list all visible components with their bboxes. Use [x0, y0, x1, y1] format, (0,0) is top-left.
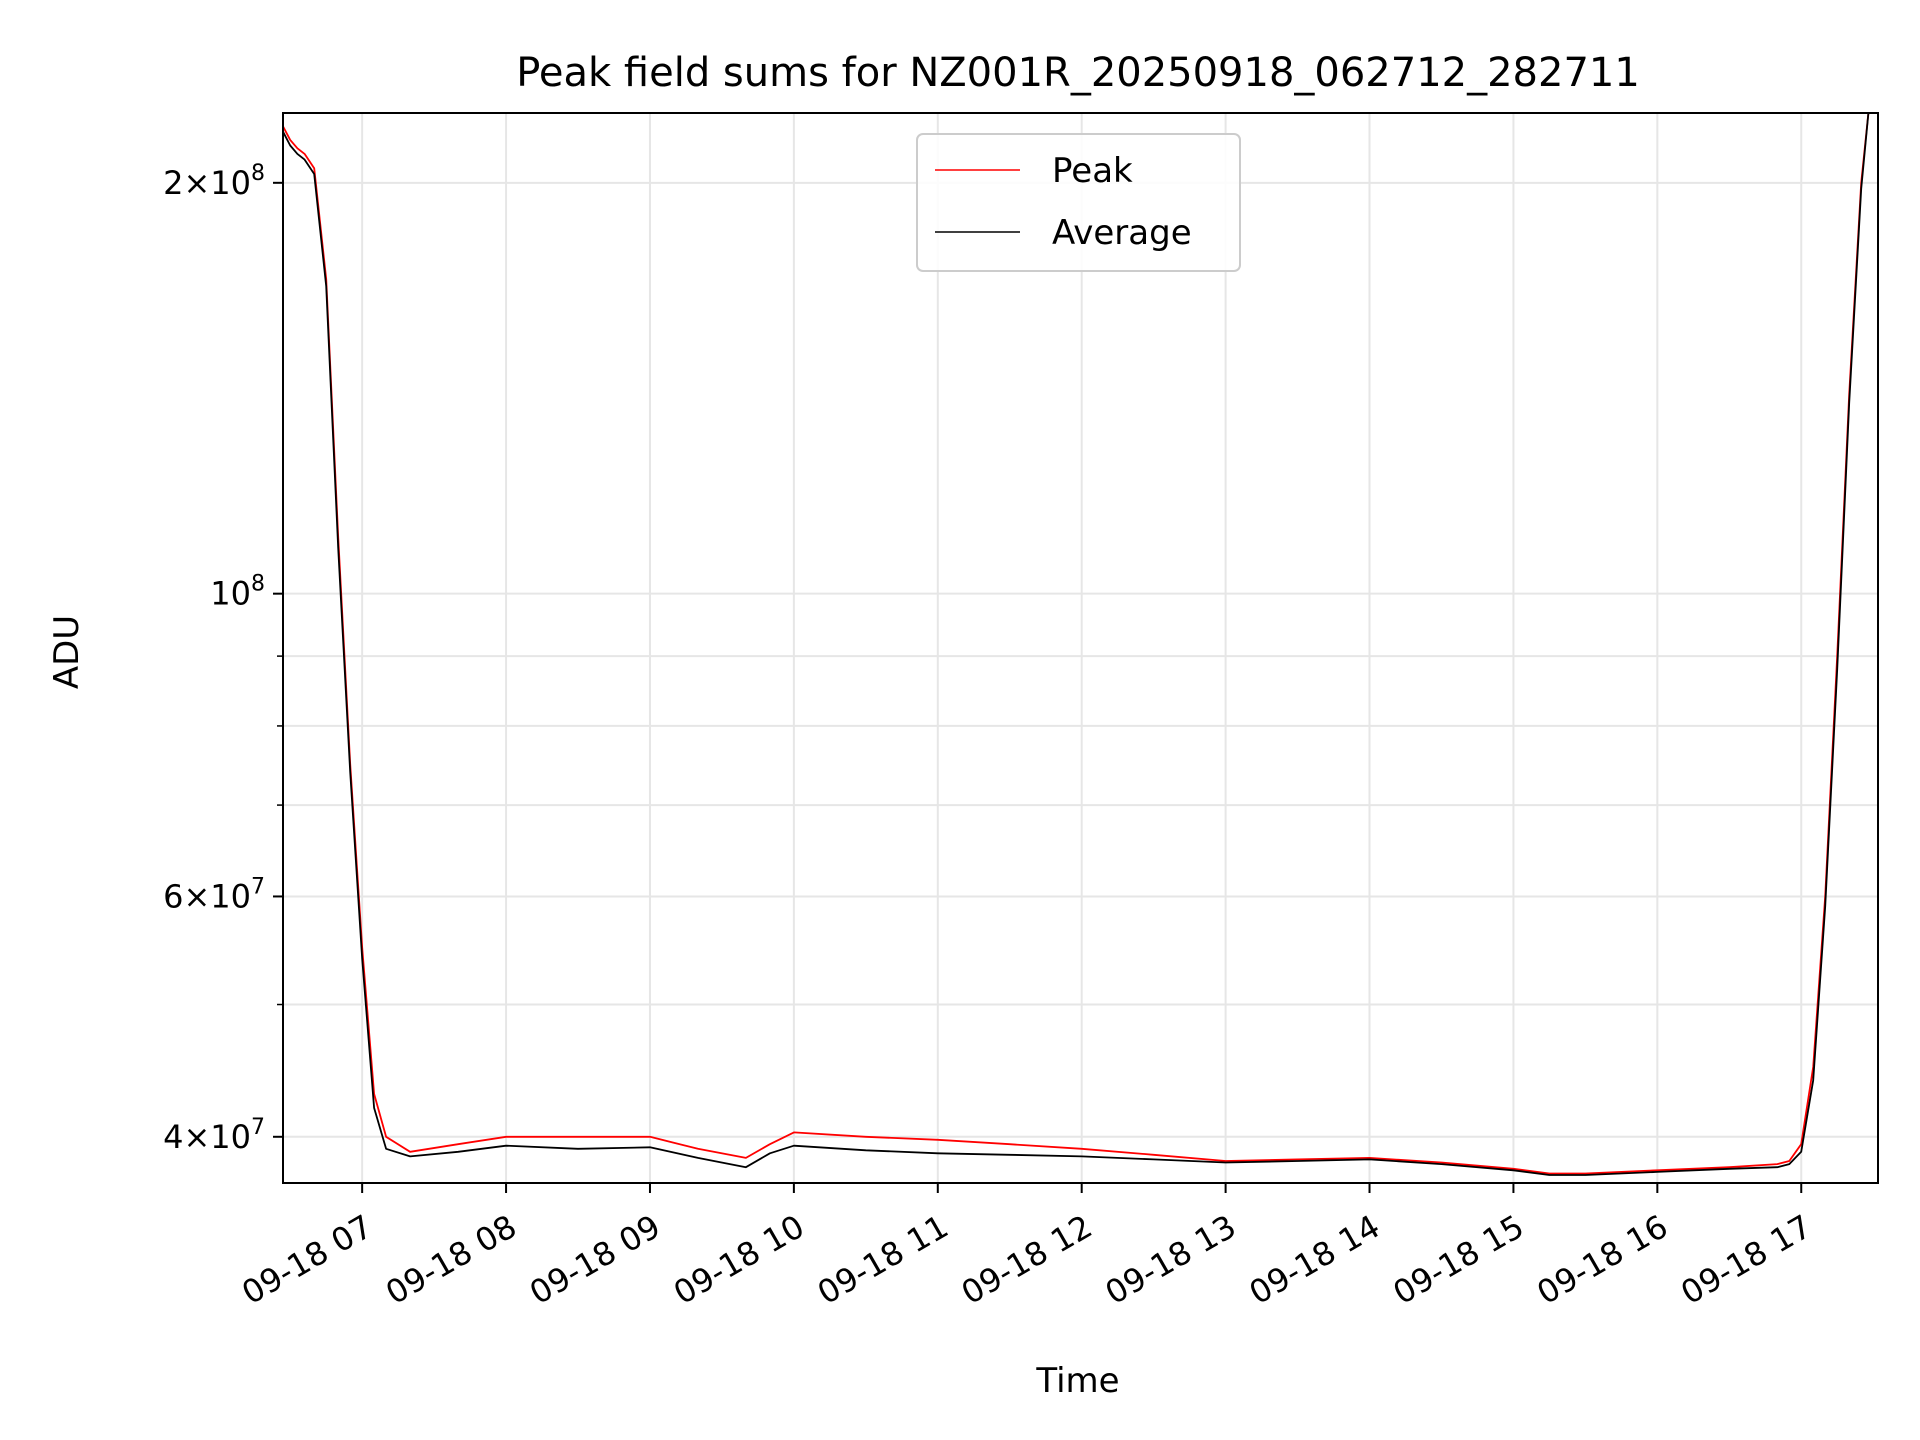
plot-frame	[282, 112, 1879, 1184]
x-axis-label: Time	[1035, 1361, 1119, 1401]
y-tick-label: 2×108	[163, 161, 265, 202]
plot-area	[282, 112, 1870, 1176]
y-tick-label: 108	[210, 572, 265, 613]
legend-label-peak: Peak	[1052, 151, 1133, 191]
legend-box	[916, 133, 1241, 272]
y-axis: 4×107 6×107 108 2×108	[163, 161, 283, 1156]
y-tick-label: 6×107	[163, 874, 265, 915]
legend: Peak Average	[916, 133, 1241, 272]
chart-title: Peak field sums for NZ001R_20250918_0627…	[516, 50, 1640, 96]
y-tick-label: 4×107	[163, 1115, 265, 1156]
legend-label-average: Average	[1052, 213, 1192, 253]
series-line-average	[282, 112, 1870, 1176]
y-axis-label: ADU	[47, 615, 87, 689]
